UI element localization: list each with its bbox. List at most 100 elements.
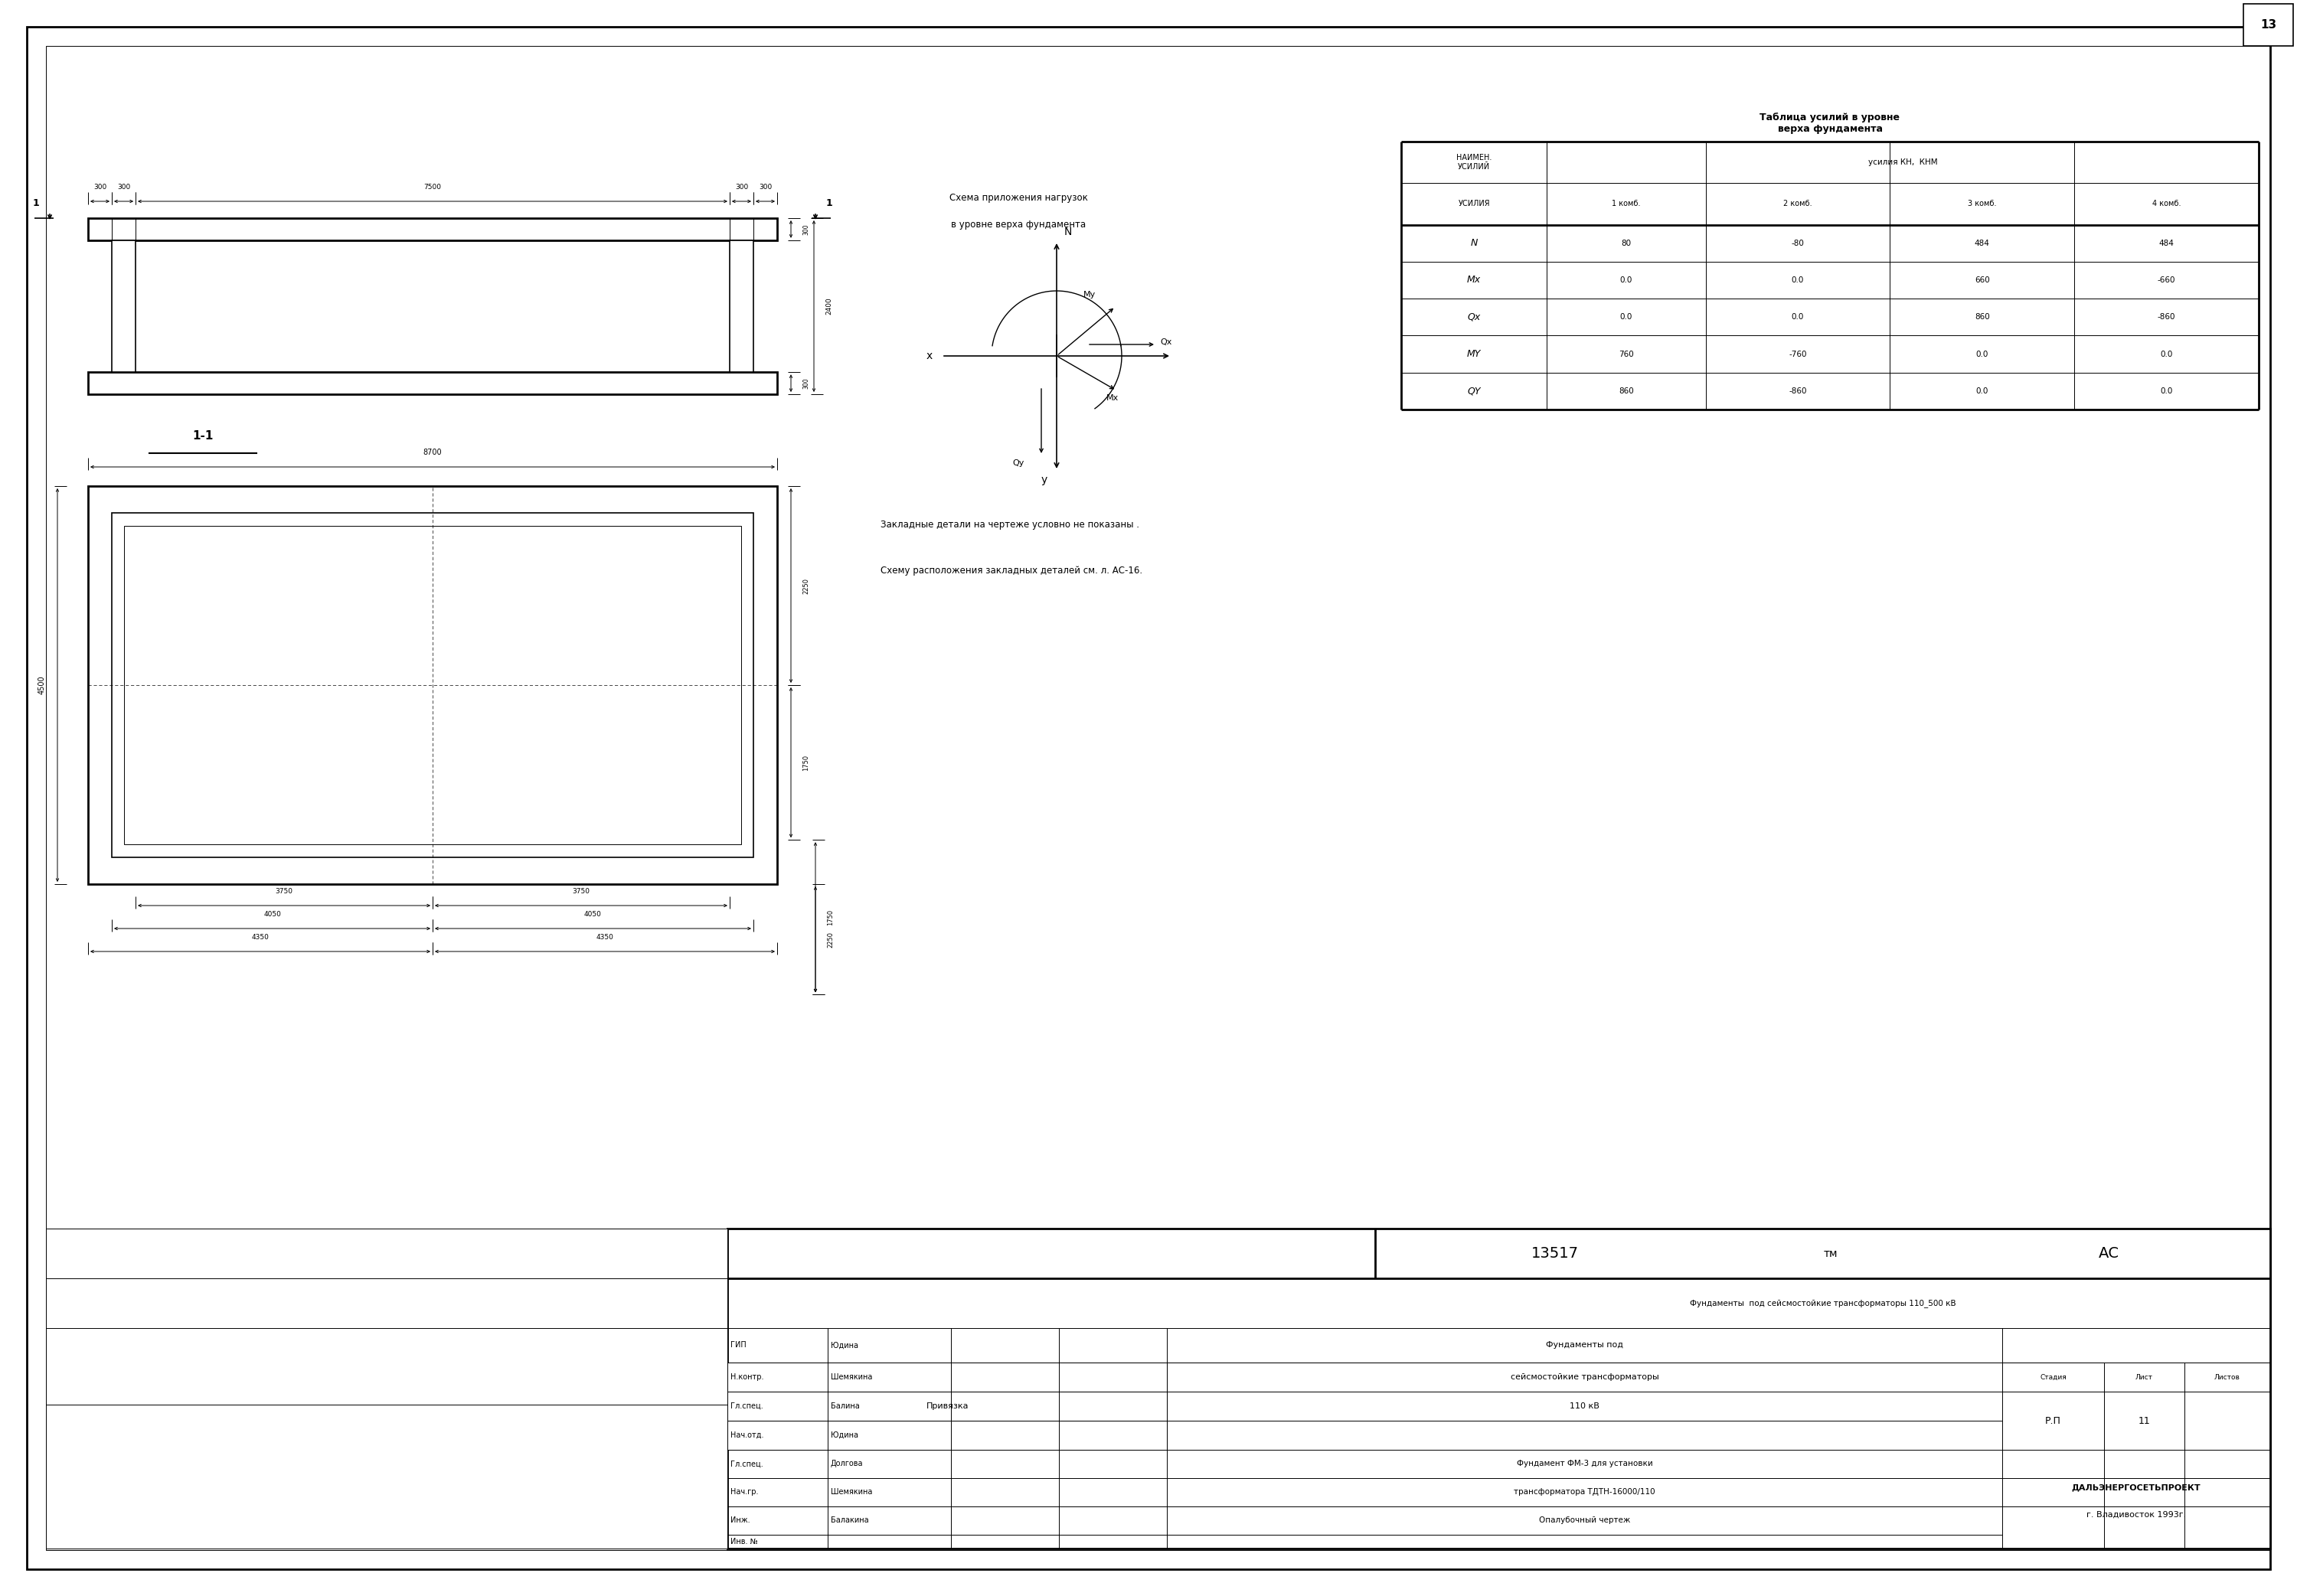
Text: Юдина: Юдина [832,1342,859,1349]
Text: 80: 80 [1622,239,1631,247]
Text: Qx: Qx [1468,313,1482,322]
Bar [728,1229,2269,1548]
Text: -660: -660 [2157,276,2175,284]
Bar [46,1229,728,1548]
Text: 300: 300 [802,378,809,389]
Text: N: N [1064,227,1073,238]
Text: Долгова: Долгова [832,1460,864,1468]
Text: Фундаменты  под сейсмостойкие трансформаторы 110_500 кВ: Фундаменты под сейсмостойкие трансформат… [1691,1299,1955,1307]
Text: 0.0: 0.0 [1619,276,1633,284]
Text: ДАЛЬЭНЕРГОСЕТЬПРОЕКТ: ДАЛЬЭНЕРГОСЕТЬПРОЕКТ [2072,1484,2201,1492]
Text: трансформатора ТДТН-16000/110: трансформатора ТДТН-16000/110 [1514,1489,1656,1495]
Text: АС: АС [2099,1246,2120,1261]
Text: УСИЛИЯ: УСИЛИЯ [1459,200,1491,207]
Text: Таблица усилий в уровне
верха фундамента: Таблица усилий в уровне верха фундамента [1760,113,1900,134]
Text: НАИМЕН.
УСИЛИЙ: НАИМЕН. УСИЛИЙ [1456,155,1491,171]
Text: 3750: 3750 [276,887,294,895]
Text: 300: 300 [758,184,772,190]
Text: Qx: Qx [1160,338,1171,346]
Text: 1750: 1750 [827,910,834,926]
Text: 11: 11 [2139,1416,2150,1425]
Text: 13: 13 [2260,19,2276,30]
Text: 1-1: 1-1 [193,431,214,442]
Text: 7500: 7500 [425,184,441,190]
Text: 1 комб.: 1 комб. [1612,200,1640,207]
Text: 4500: 4500 [39,675,46,694]
Text: Юдина: Юдина [832,1432,859,1440]
Text: 4050: 4050 [264,911,280,918]
Text: в уровне верха фундамента: в уровне верха фундамента [951,220,1086,230]
Text: 300: 300 [735,184,749,190]
Text: Балакина: Балакина [832,1516,868,1524]
Text: 1: 1 [32,198,39,207]
Text: Балина: Балина [832,1403,859,1409]
Bar [2244,3,2292,46]
Text: Привязка: Привязка [926,1403,969,1409]
Text: ГИП: ГИП [730,1342,747,1349]
Text: 0.0: 0.0 [1792,276,1803,284]
Text: -860: -860 [1789,388,1808,394]
Text: Qy: Qy [1013,460,1024,468]
Text: Закладные детали на чертеже условно не показаны .: Закладные детали на чертеже условно не п… [880,519,1139,530]
Text: Схему расположения закладных деталей см. л. АС-16.: Схему расположения закладных деталей см.… [880,565,1142,575]
Text: 4350: 4350 [253,934,269,940]
Text: 0.0: 0.0 [1975,388,1989,394]
Text: 0.0: 0.0 [1792,313,1803,321]
Text: 0.0: 0.0 [1619,313,1633,321]
Text: x: x [926,351,933,361]
Bar [124,525,742,844]
Text: 3 комб.: 3 комб. [1969,200,1996,207]
Text: -860: -860 [2157,313,2175,321]
Bar [87,219,776,239]
Text: Опалубочный чертеж: Опалубочный чертеж [1539,1516,1631,1524]
Text: 2 комб.: 2 комб. [1782,200,1812,207]
Bar [728,1363,1167,1449]
Text: 760: 760 [1619,350,1633,358]
Text: 2250: 2250 [802,578,809,594]
Text: Шемякина: Шемякина [832,1373,873,1381]
Text: 484: 484 [2159,239,2175,247]
Text: Mx: Mx [1107,394,1119,402]
Text: МY: МY [1468,350,1482,359]
Text: Лист: Лист [2136,1374,2152,1381]
Text: Фундаменты под: Фундаменты под [1546,1342,1624,1349]
Text: сейсмостойкие трансформаторы: сейсмостойкие трансформаторы [1511,1373,1658,1381]
Text: QY: QY [1468,386,1482,396]
Text: Стадия: Стадия [2040,1374,2067,1381]
Text: г. Владивосток 1993г.: г. Владивосток 1993г. [2086,1511,2187,1518]
Text: Инв. №: Инв. № [730,1537,758,1545]
Text: Гл.спец.: Гл.спец. [730,1403,763,1409]
Text: 4 комб.: 4 комб. [2152,200,2180,207]
Text: 2250: 2250 [827,932,834,948]
Text: 110 кВ: 110 кВ [1569,1403,1599,1409]
Text: N: N [1470,238,1477,247]
Text: 1: 1 [827,198,832,207]
Text: Листов: Листов [2214,1374,2240,1381]
Text: Нач.отд.: Нач.отд. [730,1432,763,1440]
Text: 300: 300 [94,184,106,190]
Text: Нач.гр.: Нач.гр. [730,1489,758,1495]
Text: 2400: 2400 [825,297,832,314]
Bar [730,239,753,372]
Text: 300: 300 [117,184,131,190]
Text: 3750: 3750 [572,887,590,895]
Bar [113,239,136,372]
Text: 4350: 4350 [597,934,613,940]
Text: My: My [1084,290,1096,298]
Text: 484: 484 [1975,239,1989,247]
Text: Фундамент ФМ-3 для установки: Фундамент ФМ-3 для установки [1516,1460,1654,1468]
Text: -80: -80 [1792,239,1803,247]
Text: 0.0: 0.0 [2159,388,2173,394]
Bar [87,487,776,884]
Text: 860: 860 [1975,313,1989,321]
Text: 13517: 13517 [1530,1246,1578,1261]
Text: 8700: 8700 [423,448,441,456]
Text: 860: 860 [1619,388,1633,394]
Text: Мx: Мx [1468,275,1482,286]
Text: Инж.: Инж. [730,1516,751,1524]
Text: y: y [1041,474,1047,485]
Text: Р.П: Р.П [2044,1416,2060,1425]
Text: 0.0: 0.0 [1975,350,1989,358]
Text: 0.0: 0.0 [2159,350,2173,358]
Bar [113,512,753,857]
